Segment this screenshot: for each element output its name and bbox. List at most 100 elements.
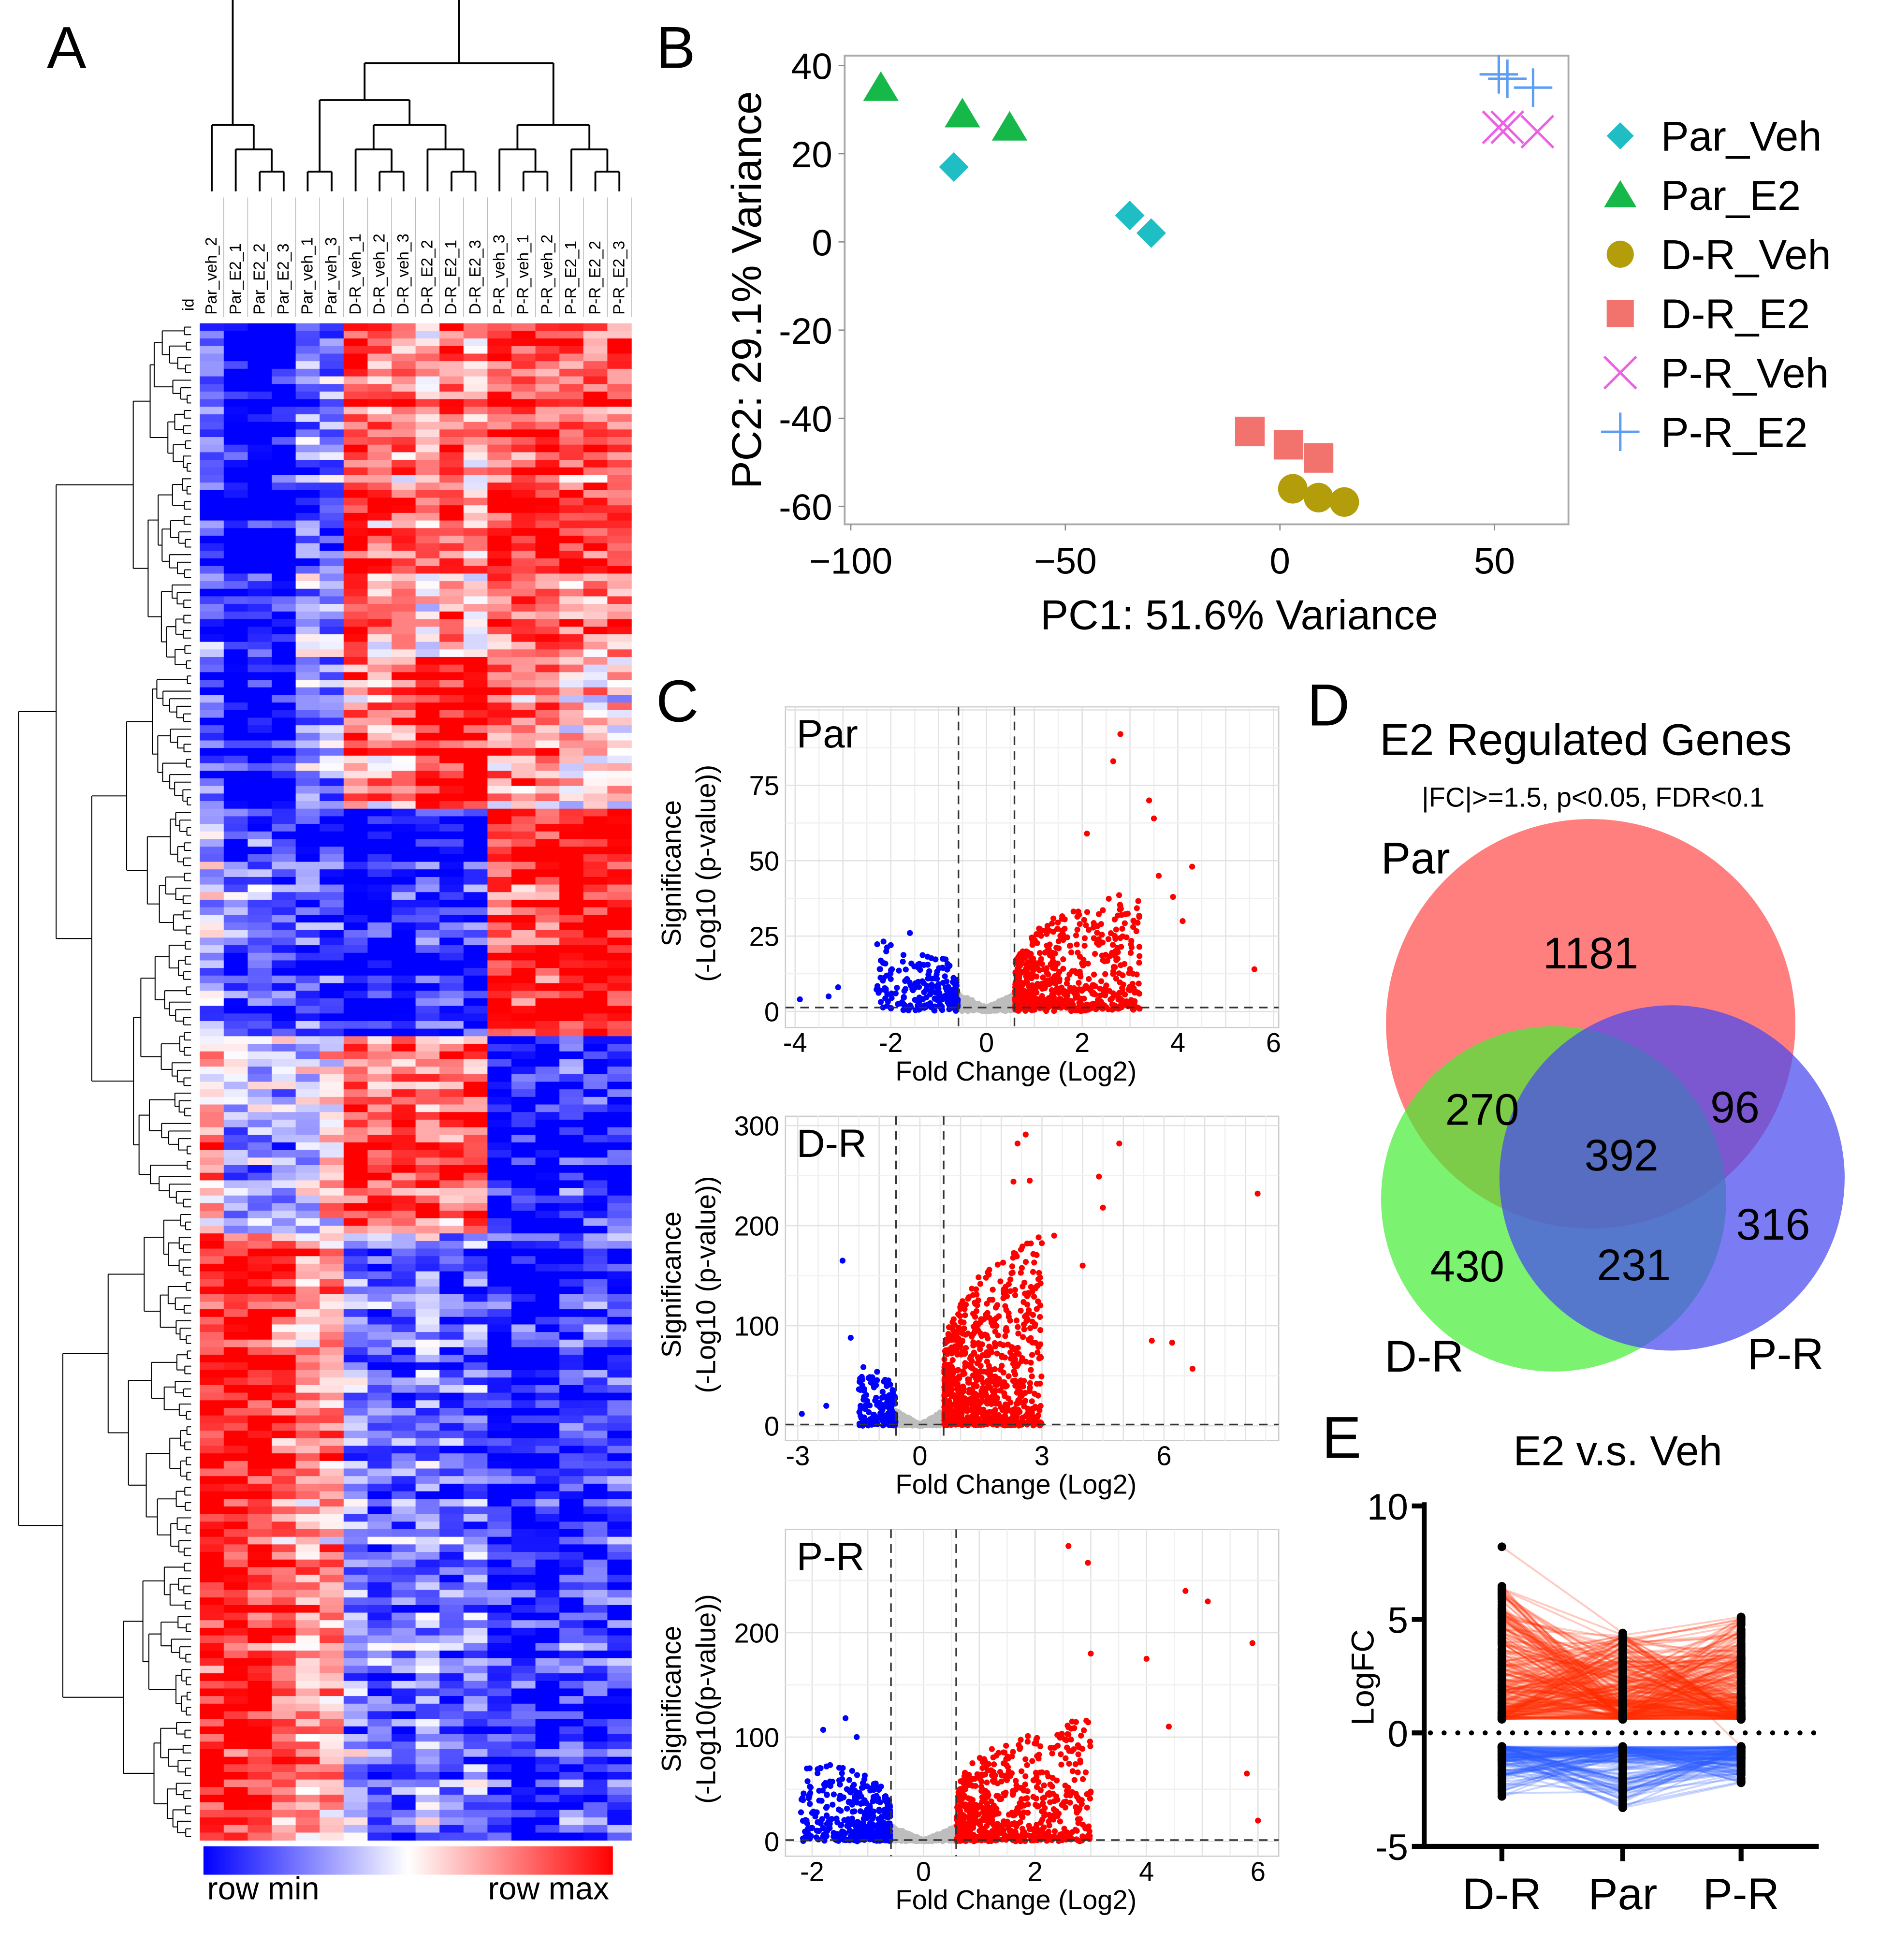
heatmap-cell: [487, 1734, 512, 1742]
heatmap-cell: [392, 1211, 416, 1219]
heatmap-cell: [439, 922, 464, 931]
heatmap-cell: [248, 1180, 272, 1188]
heatmap-cell: [583, 1150, 608, 1158]
heatmap-cell: [295, 884, 320, 893]
heatmap-cell: [248, 566, 272, 574]
heatmap-cell: [320, 1567, 344, 1575]
heatmap-cell: [343, 1529, 368, 1537]
heatmap-cell: [607, 460, 632, 468]
heatmap-cell: [272, 1104, 296, 1112]
heatmap-cell: [583, 1726, 608, 1735]
heatmap-cell: [320, 1074, 344, 1082]
heatmap-cell: [320, 483, 344, 491]
heatmap-cell: [272, 1059, 296, 1067]
heatmap-cell: [439, 1112, 464, 1120]
heatmap-cell: [415, 1764, 440, 1772]
heatmap-cell: [583, 429, 608, 438]
heatmap-cell: [200, 1681, 224, 1689]
heatmap-cell: [439, 1620, 464, 1628]
heatmap-cell: [487, 1150, 512, 1158]
heatmap-cell: [367, 657, 392, 665]
heatmap-cell: [295, 368, 320, 377]
heatmap-cell: [320, 1468, 344, 1477]
heatmap-cell: [607, 1795, 632, 1803]
heatmap-cell: [248, 1499, 272, 1507]
heatmap-cell: [392, 642, 416, 650]
heatmap-cell: [367, 1309, 392, 1317]
heatmap-cell: [343, 1795, 368, 1803]
heatmap-cell: [272, 558, 296, 567]
heatmap-cell: [343, 960, 368, 968]
heatmap-cell: [367, 710, 392, 718]
heatmap-cell: [272, 1324, 296, 1332]
heatmap-cell: [439, 1726, 464, 1735]
heatmap-cell: [223, 1044, 248, 1052]
heatmap-cell: [439, 952, 464, 961]
heatmap-cell: [343, 1211, 368, 1219]
heatmap-cell: [392, 937, 416, 946]
heatmap-cell: [559, 1006, 584, 1014]
heatmap-cell: [487, 1431, 512, 1439]
heatmap-cell: [535, 1741, 560, 1750]
heatmap-cell: [511, 520, 536, 529]
heatmap-cell: [367, 1658, 392, 1667]
heatmap-cell: [200, 922, 224, 931]
heatmap-cell: [248, 786, 272, 794]
heatmap-cell: [200, 1635, 224, 1644]
heatmap-cell: [343, 945, 368, 953]
heatmap-cell: [559, 1771, 584, 1780]
heatmap-cell: [415, 1142, 440, 1151]
heatmap-cell: [295, 1271, 320, 1280]
heatmap-cell: [272, 1749, 296, 1757]
heatmap-cell: [607, 649, 632, 658]
heatmap-cell: [367, 862, 392, 870]
heatmap-cell: [487, 1468, 512, 1477]
heatmap-cell: [200, 1438, 224, 1447]
heatmap-cell: [295, 1248, 320, 1257]
heatmap-cell: [367, 1491, 392, 1500]
heatmap-cell: [559, 1438, 584, 1447]
heatmap-cell: [200, 884, 224, 893]
heatmap-cell: [511, 1719, 536, 1727]
heatmap-cell: [535, 778, 560, 787]
heatmap-cell: [415, 460, 440, 468]
heatmap-cell: [415, 604, 440, 612]
heatmap-cell: [200, 490, 224, 498]
heatmap-cell: [295, 566, 320, 574]
heatmap-cell: [320, 1355, 344, 1363]
heatmap-cell: [295, 1324, 320, 1332]
heatmap-cell: [223, 1036, 248, 1044]
heatmap-cell: [487, 1362, 512, 1371]
heatmap-cell: [511, 1006, 536, 1014]
heatmap-cell: [320, 786, 344, 794]
heatmap-cell: [320, 854, 344, 863]
heatmap-cell: [320, 1256, 344, 1264]
heatmap-cell: [367, 960, 392, 968]
heatmap-cell: [392, 1150, 416, 1158]
heatmap-cell: [487, 998, 512, 1007]
heatmap-cell: [392, 1461, 416, 1469]
heatmap-cell: [320, 391, 344, 400]
heatmap-cell: [343, 1203, 368, 1211]
heatmap-cell: [200, 338, 224, 347]
heatmap-cell: [295, 1226, 320, 1234]
heatmap-cell: [320, 702, 344, 711]
heatmap-cell: [415, 1271, 440, 1280]
heatmap-cell: [463, 847, 488, 855]
heatmap-cell: [295, 611, 320, 620]
heatmap-cell: [535, 558, 560, 567]
heatmap-cell: [392, 1112, 416, 1120]
heatmap-cell: [200, 437, 224, 445]
heatmap-cell: [583, 1407, 608, 1416]
heatmap-cell: [320, 1612, 344, 1621]
heatmap-cell: [223, 695, 248, 703]
heatmap-cell: [392, 1612, 416, 1621]
heatmap-cell: [439, 1597, 464, 1606]
heatmap-cell: [295, 1074, 320, 1082]
heatmap-cell: [223, 1218, 248, 1227]
heatmap-cell: [392, 831, 416, 840]
heatmap-cell: [415, 619, 440, 627]
heatmap-cell: [439, 1211, 464, 1219]
heatmap-cell: [559, 422, 584, 430]
heatmap-cell: [343, 1719, 368, 1727]
